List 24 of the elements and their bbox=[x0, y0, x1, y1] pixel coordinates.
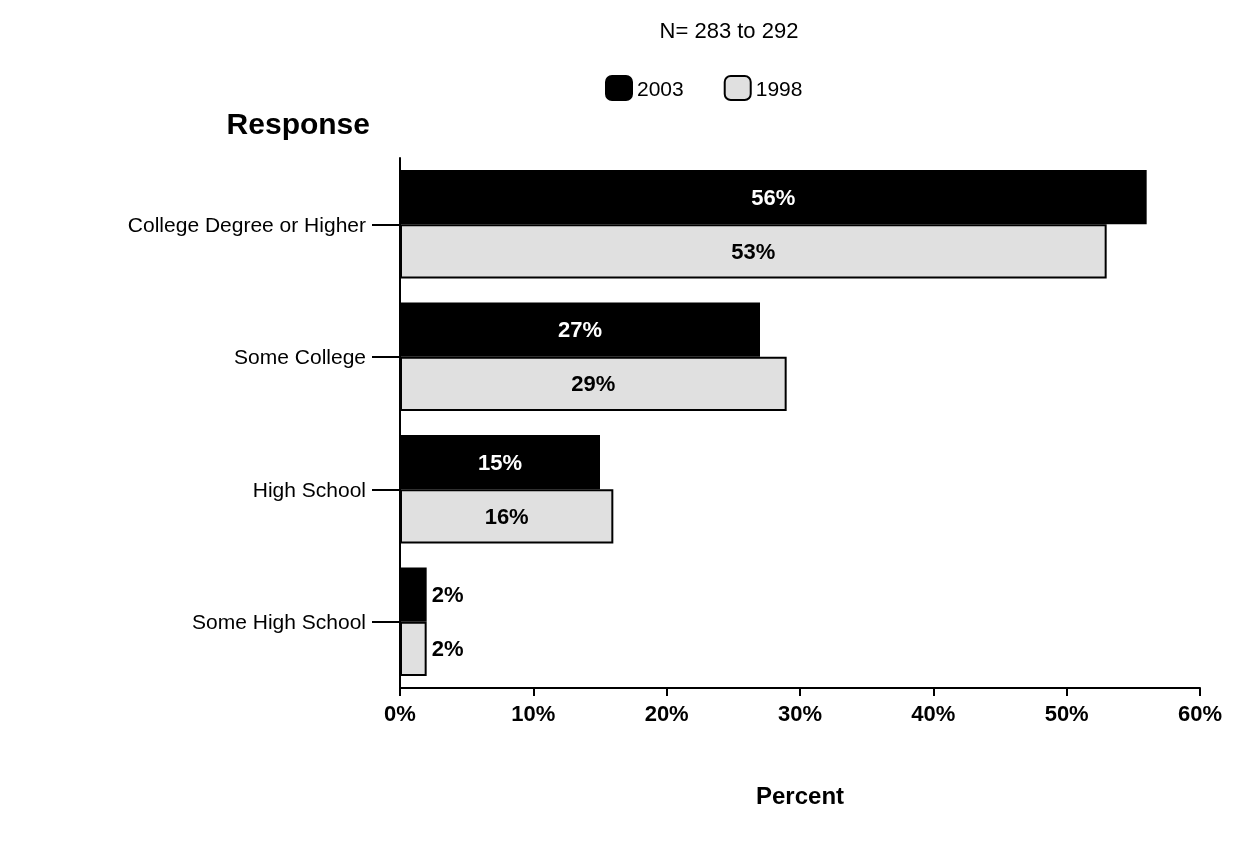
legend-label: 2003 bbox=[637, 76, 684, 100]
data-label: 16% bbox=[484, 503, 529, 529]
y-tick-label: College Degree or Higher bbox=[127, 212, 366, 236]
x-tick-label: 40% bbox=[911, 700, 956, 726]
data-label: 2% bbox=[431, 582, 464, 608]
legend-label: 1998 bbox=[755, 76, 803, 100]
data-label: 2% bbox=[431, 636, 464, 662]
y-tick-label: High School bbox=[252, 477, 366, 501]
data-label: 29% bbox=[571, 371, 616, 397]
chart-title: N= 283 to 292 bbox=[659, 17, 799, 43]
x-tick-label: 60% bbox=[1177, 700, 1223, 726]
x-tick-label: 0% bbox=[384, 700, 416, 726]
x-tick-label: 30% bbox=[777, 700, 823, 726]
x-tick-label: 50% bbox=[1044, 700, 1089, 726]
y-tick-label: Some High School bbox=[192, 610, 366, 634]
data-label: 27% bbox=[557, 317, 603, 343]
data-label: 56% bbox=[751, 184, 796, 210]
data-label: 15% bbox=[477, 449, 523, 475]
data-label: 53% bbox=[731, 238, 776, 264]
x-tick-label: 20% bbox=[644, 700, 689, 726]
y-tick-label: Some College bbox=[234, 345, 366, 369]
x-tick-label: 10% bbox=[511, 700, 556, 726]
x-axis-title: Percent bbox=[755, 781, 845, 809]
y-axis-title: Response bbox=[226, 106, 370, 140]
